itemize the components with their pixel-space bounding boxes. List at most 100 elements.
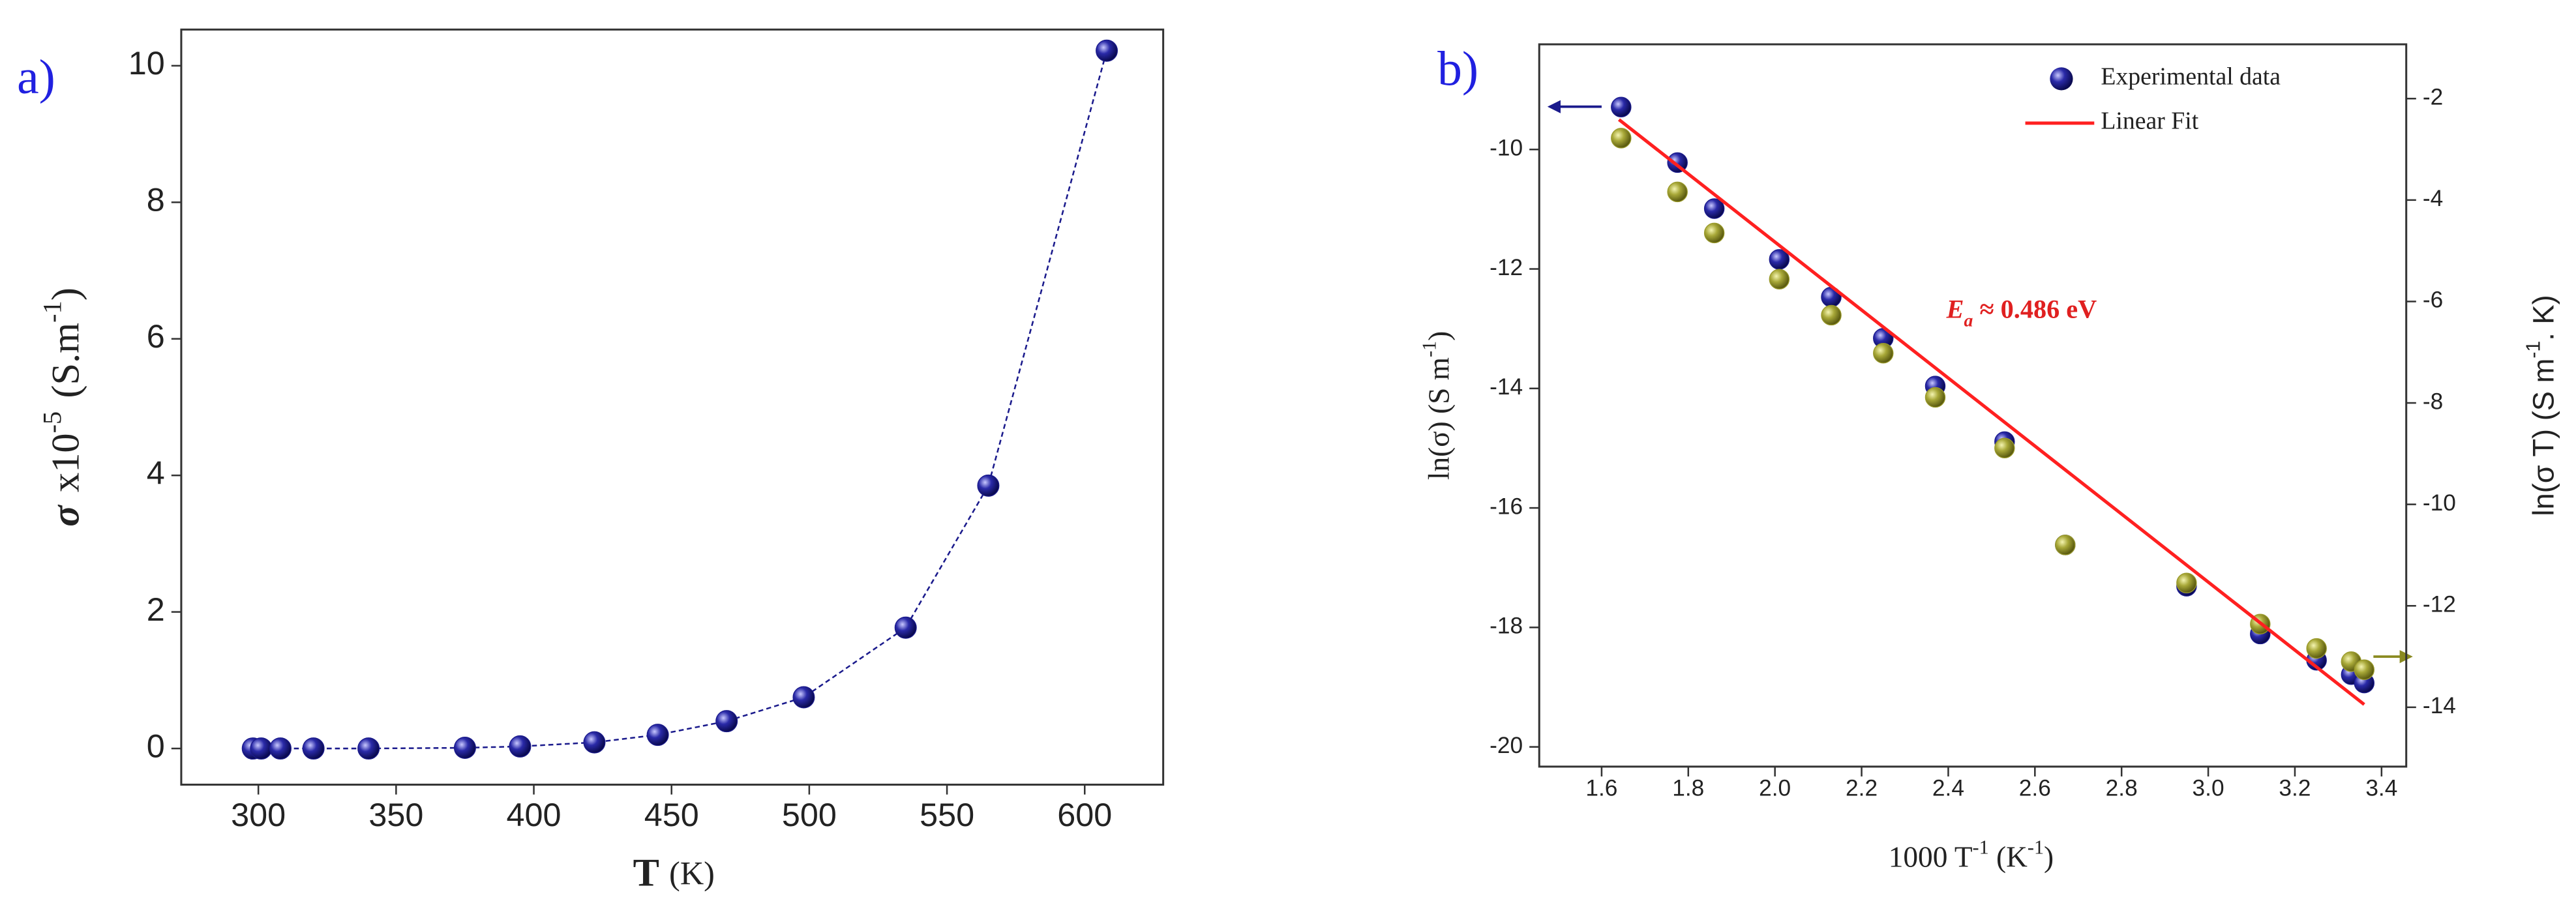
data-point — [2176, 572, 2197, 593]
y-tick-label: 8 — [147, 181, 165, 218]
x-label-close: ) — [2044, 841, 2054, 874]
x-tick-label: 2.0 — [1759, 775, 1791, 801]
arrow-head — [1547, 100, 1561, 113]
data-point — [1873, 343, 1894, 364]
y-tick-label: 0 — [147, 727, 165, 764]
panel-label: b) — [1437, 42, 1478, 96]
data-point — [1821, 304, 1842, 326]
x-tick-label: 3.2 — [2279, 775, 2311, 801]
data-point — [453, 737, 476, 760]
annotation-sub: a — [1964, 310, 1973, 330]
y2-tick-label: -10 — [2423, 490, 2456, 516]
annotation: Ea ≈ 0.486 eV — [1946, 295, 2097, 331]
arrows — [1547, 100, 2413, 664]
y2-label-close: . K) — [2527, 295, 2560, 341]
data-point — [977, 474, 1000, 497]
x-tick-label: 1.8 — [1672, 775, 1704, 801]
data-point — [894, 616, 917, 639]
y-tick-label: -12 — [1490, 255, 1523, 280]
data-point — [1994, 437, 2015, 459]
legend-label: Linear Fit — [2101, 108, 2198, 135]
y-tick-label: -18 — [1490, 613, 1523, 639]
data-point — [1769, 269, 1790, 289]
x-label-text: 1000 T — [1889, 841, 1973, 874]
x-tick-label: 450 — [644, 796, 699, 833]
series-line — [1617, 118, 2365, 706]
x-axis-label: 1000 T-1 (K-1) — [1889, 836, 2054, 873]
x-tick-label: 2.2 — [1846, 775, 1878, 801]
data-point — [1703, 198, 1725, 219]
panel-label: a) — [17, 50, 55, 104]
x-label-exp: -1 — [1973, 836, 1989, 858]
x-tick-label: 600 — [1057, 796, 1112, 833]
y-tick-label: -10 — [1490, 136, 1523, 161]
data-point — [1703, 222, 1725, 244]
data-point — [2354, 659, 2374, 681]
data-point — [269, 737, 292, 760]
legend-swatch — [2050, 67, 2073, 91]
y2-tick-label: -8 — [2423, 389, 2443, 414]
y2-tick-label: -12 — [2423, 592, 2456, 617]
x-tick-label: 350 — [368, 796, 423, 833]
legend-label: Experimental data — [2101, 63, 2281, 91]
x-tick-label: 3.4 — [2365, 775, 2397, 801]
y-label-text: x10 — [44, 433, 88, 492]
x-axis-label: T (K) — [633, 851, 715, 894]
y-label-unit: (S.m — [44, 323, 88, 398]
y2-axis-label: ln(σ T) (S m-1. K) — [2523, 295, 2560, 516]
x-tick-label: 400 — [507, 796, 562, 833]
data-point — [715, 710, 738, 733]
data-point — [646, 724, 669, 746]
annotation-text: ≈ 0.486 eV — [1973, 295, 2097, 324]
y2-tick-label: -4 — [2423, 186, 2443, 211]
data-point — [2306, 638, 2327, 659]
y-label-close: ) — [1423, 331, 1456, 341]
y-tick-label: -16 — [1490, 494, 1523, 519]
data-point — [302, 737, 325, 760]
data-point — [250, 737, 273, 760]
x-tick-label: 550 — [920, 796, 974, 833]
data-point — [2055, 535, 2076, 555]
x-label-unit: (K) — [669, 855, 715, 891]
y-label-exp: -1 — [1418, 341, 1441, 357]
annotation-symbol: E — [1946, 295, 1964, 324]
y-tick-label: 2 — [147, 591, 165, 628]
x-tick-label: 2.4 — [1932, 775, 1964, 801]
x-label-symbol: T — [633, 851, 659, 894]
x-tick-label: 2.8 — [2106, 775, 2138, 801]
data-point — [1667, 181, 1688, 203]
data-point — [1925, 387, 1946, 408]
x-label-unit-exp: -1 — [2028, 836, 2044, 858]
plot-frame — [1538, 43, 2408, 768]
y-tick-label: -20 — [1490, 733, 1523, 758]
y-axis-label: σ x10-5 (S.m-1) — [37, 288, 87, 527]
data-point — [1096, 39, 1118, 62]
x-label-unit: (K — [1989, 841, 2028, 874]
y-tick-label: 10 — [128, 44, 165, 81]
data-point — [357, 737, 380, 760]
data-point — [1611, 128, 1632, 149]
x-tick-label: 1.6 — [1585, 775, 1617, 801]
y-label-symbol: σ — [44, 505, 88, 527]
y-tick-label: -14 — [1490, 374, 1523, 400]
data-point — [792, 686, 815, 709]
y-axis-label: ln(σ) (S m-1) — [1418, 331, 1456, 480]
y2-label-exp: -1 — [2523, 341, 2545, 359]
legend: Experimental data Linear Fit — [2025, 63, 2281, 135]
y-label-close: ) — [44, 288, 88, 301]
x-tick-label: 2.6 — [2019, 775, 2051, 801]
y2-label-text: ln(σ T) (S m — [2527, 359, 2560, 516]
y2-tick-label: -2 — [2423, 85, 2443, 110]
y-label-unit-exp: -1 — [37, 301, 67, 323]
x-tick-label: 300 — [231, 796, 286, 833]
data-point — [1611, 96, 1632, 117]
y-tick-label: 6 — [147, 318, 165, 355]
y2-tick-label: -14 — [2423, 693, 2456, 718]
data-point — [583, 731, 606, 754]
y-tick-label: 4 — [147, 454, 165, 491]
y-label-exp: -5 — [37, 411, 67, 434]
data-point — [509, 735, 532, 758]
x-tick-label: 3.0 — [2193, 775, 2224, 801]
